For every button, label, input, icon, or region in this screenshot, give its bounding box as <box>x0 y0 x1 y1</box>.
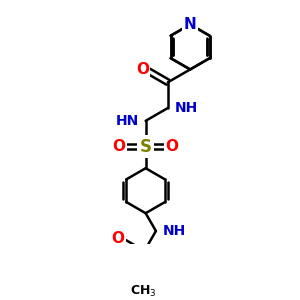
Text: N: N <box>184 17 197 32</box>
Text: O: O <box>111 231 124 246</box>
Text: HN: HN <box>116 114 139 128</box>
Text: CH$_3$: CH$_3$ <box>130 284 156 299</box>
Text: NH: NH <box>162 224 186 238</box>
Text: NH: NH <box>174 101 198 115</box>
Text: O: O <box>112 139 126 154</box>
Text: O: O <box>136 62 149 77</box>
Text: S: S <box>140 137 152 155</box>
Text: O: O <box>166 139 178 154</box>
